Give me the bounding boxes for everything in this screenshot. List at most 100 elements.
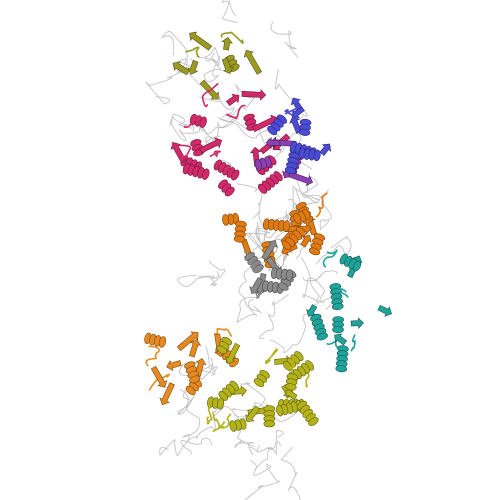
domain-teal [306,249,392,373]
loop-segment [290,354,296,375]
domain-magenta [170,82,291,197]
beta-strand [166,359,182,372]
coil-loop [255,211,266,244]
domain-gray [243,240,297,299]
helix [233,220,247,243]
coil-loop [217,117,284,147]
coil-loop [236,296,261,324]
loop-segment [185,46,201,58]
helix [257,171,283,194]
helix [218,380,239,401]
coil-loop [196,118,236,134]
coil-loop [178,357,218,380]
beta-strand [350,317,364,329]
beta-strand [170,142,187,164]
beta-strand [199,137,223,154]
domain-purple [254,136,314,187]
loop-segment [226,104,246,120]
loop-segment [322,249,338,268]
coil-loop [221,0,238,23]
loop-segment [171,142,192,158]
beta-strand [225,342,241,364]
helix [332,316,344,334]
helix [262,218,290,232]
beta-strand [241,89,267,101]
loop-segment [350,334,356,352]
helix [207,396,225,410]
domain-olive-top [172,31,263,100]
coil-loop [250,440,281,470]
loop-segment [315,192,328,218]
coil-loop [270,21,299,59]
coil-loop [177,384,195,416]
helix [281,226,306,251]
coil-loop [303,270,338,282]
coil-loop [245,214,287,259]
loop-segment [209,150,221,158]
beta-strand [249,277,263,294]
loop-segment [212,413,232,433]
helix [182,163,210,180]
loop-segment [265,348,278,365]
loop-segment [220,31,244,44]
beta-strand [195,358,207,377]
beta-strand [221,57,234,74]
helix [189,113,207,128]
helix [298,118,312,136]
beta-strand [377,304,392,317]
helix [296,400,319,426]
loop-segment [206,406,213,425]
helix [254,156,272,171]
coil-loop [179,389,201,443]
helix [335,345,349,373]
loop-segment [298,370,310,388]
helix [293,208,311,224]
loop-segment [201,82,219,108]
beta-strand [265,136,281,149]
coil-loop [256,429,284,453]
helix [144,332,167,348]
coil-loop [198,260,226,287]
coil-loop [269,225,293,261]
domain-orange-middle [222,192,328,269]
helix [310,313,328,341]
helix [329,283,344,311]
loop-segment [283,107,298,118]
beta-strand [188,338,202,358]
helix [229,418,247,432]
loop-segment [335,288,349,299]
helix [270,267,293,281]
coil-loop [169,117,201,141]
coil-loop [203,55,223,83]
beta-strand [290,97,302,111]
helix [243,113,258,131]
helix [216,336,233,354]
helix [339,253,362,272]
coil-loop [238,261,266,314]
beta-strand [172,61,190,76]
beta-strand [243,49,263,75]
coil-loop [177,270,219,287]
beta-strand [189,31,213,51]
coil-loop [259,293,289,340]
coil-loop [269,313,317,353]
coil-loop [159,436,199,457]
coil-loop [244,463,280,500]
helix [298,147,321,162]
coil-loop [300,257,343,311]
beta-strand [150,365,168,388]
helix [253,369,270,387]
beta-strand [176,331,199,352]
helix [213,159,240,181]
coil-loop [161,31,188,74]
helix [308,233,326,256]
beta-strand [159,382,175,406]
beta-strand [199,79,219,100]
coil-loop [319,188,332,231]
helix [218,179,235,197]
helix [184,361,201,384]
loop-segment [145,345,160,367]
beta-strand [226,93,240,107]
coil-loop [302,277,326,306]
